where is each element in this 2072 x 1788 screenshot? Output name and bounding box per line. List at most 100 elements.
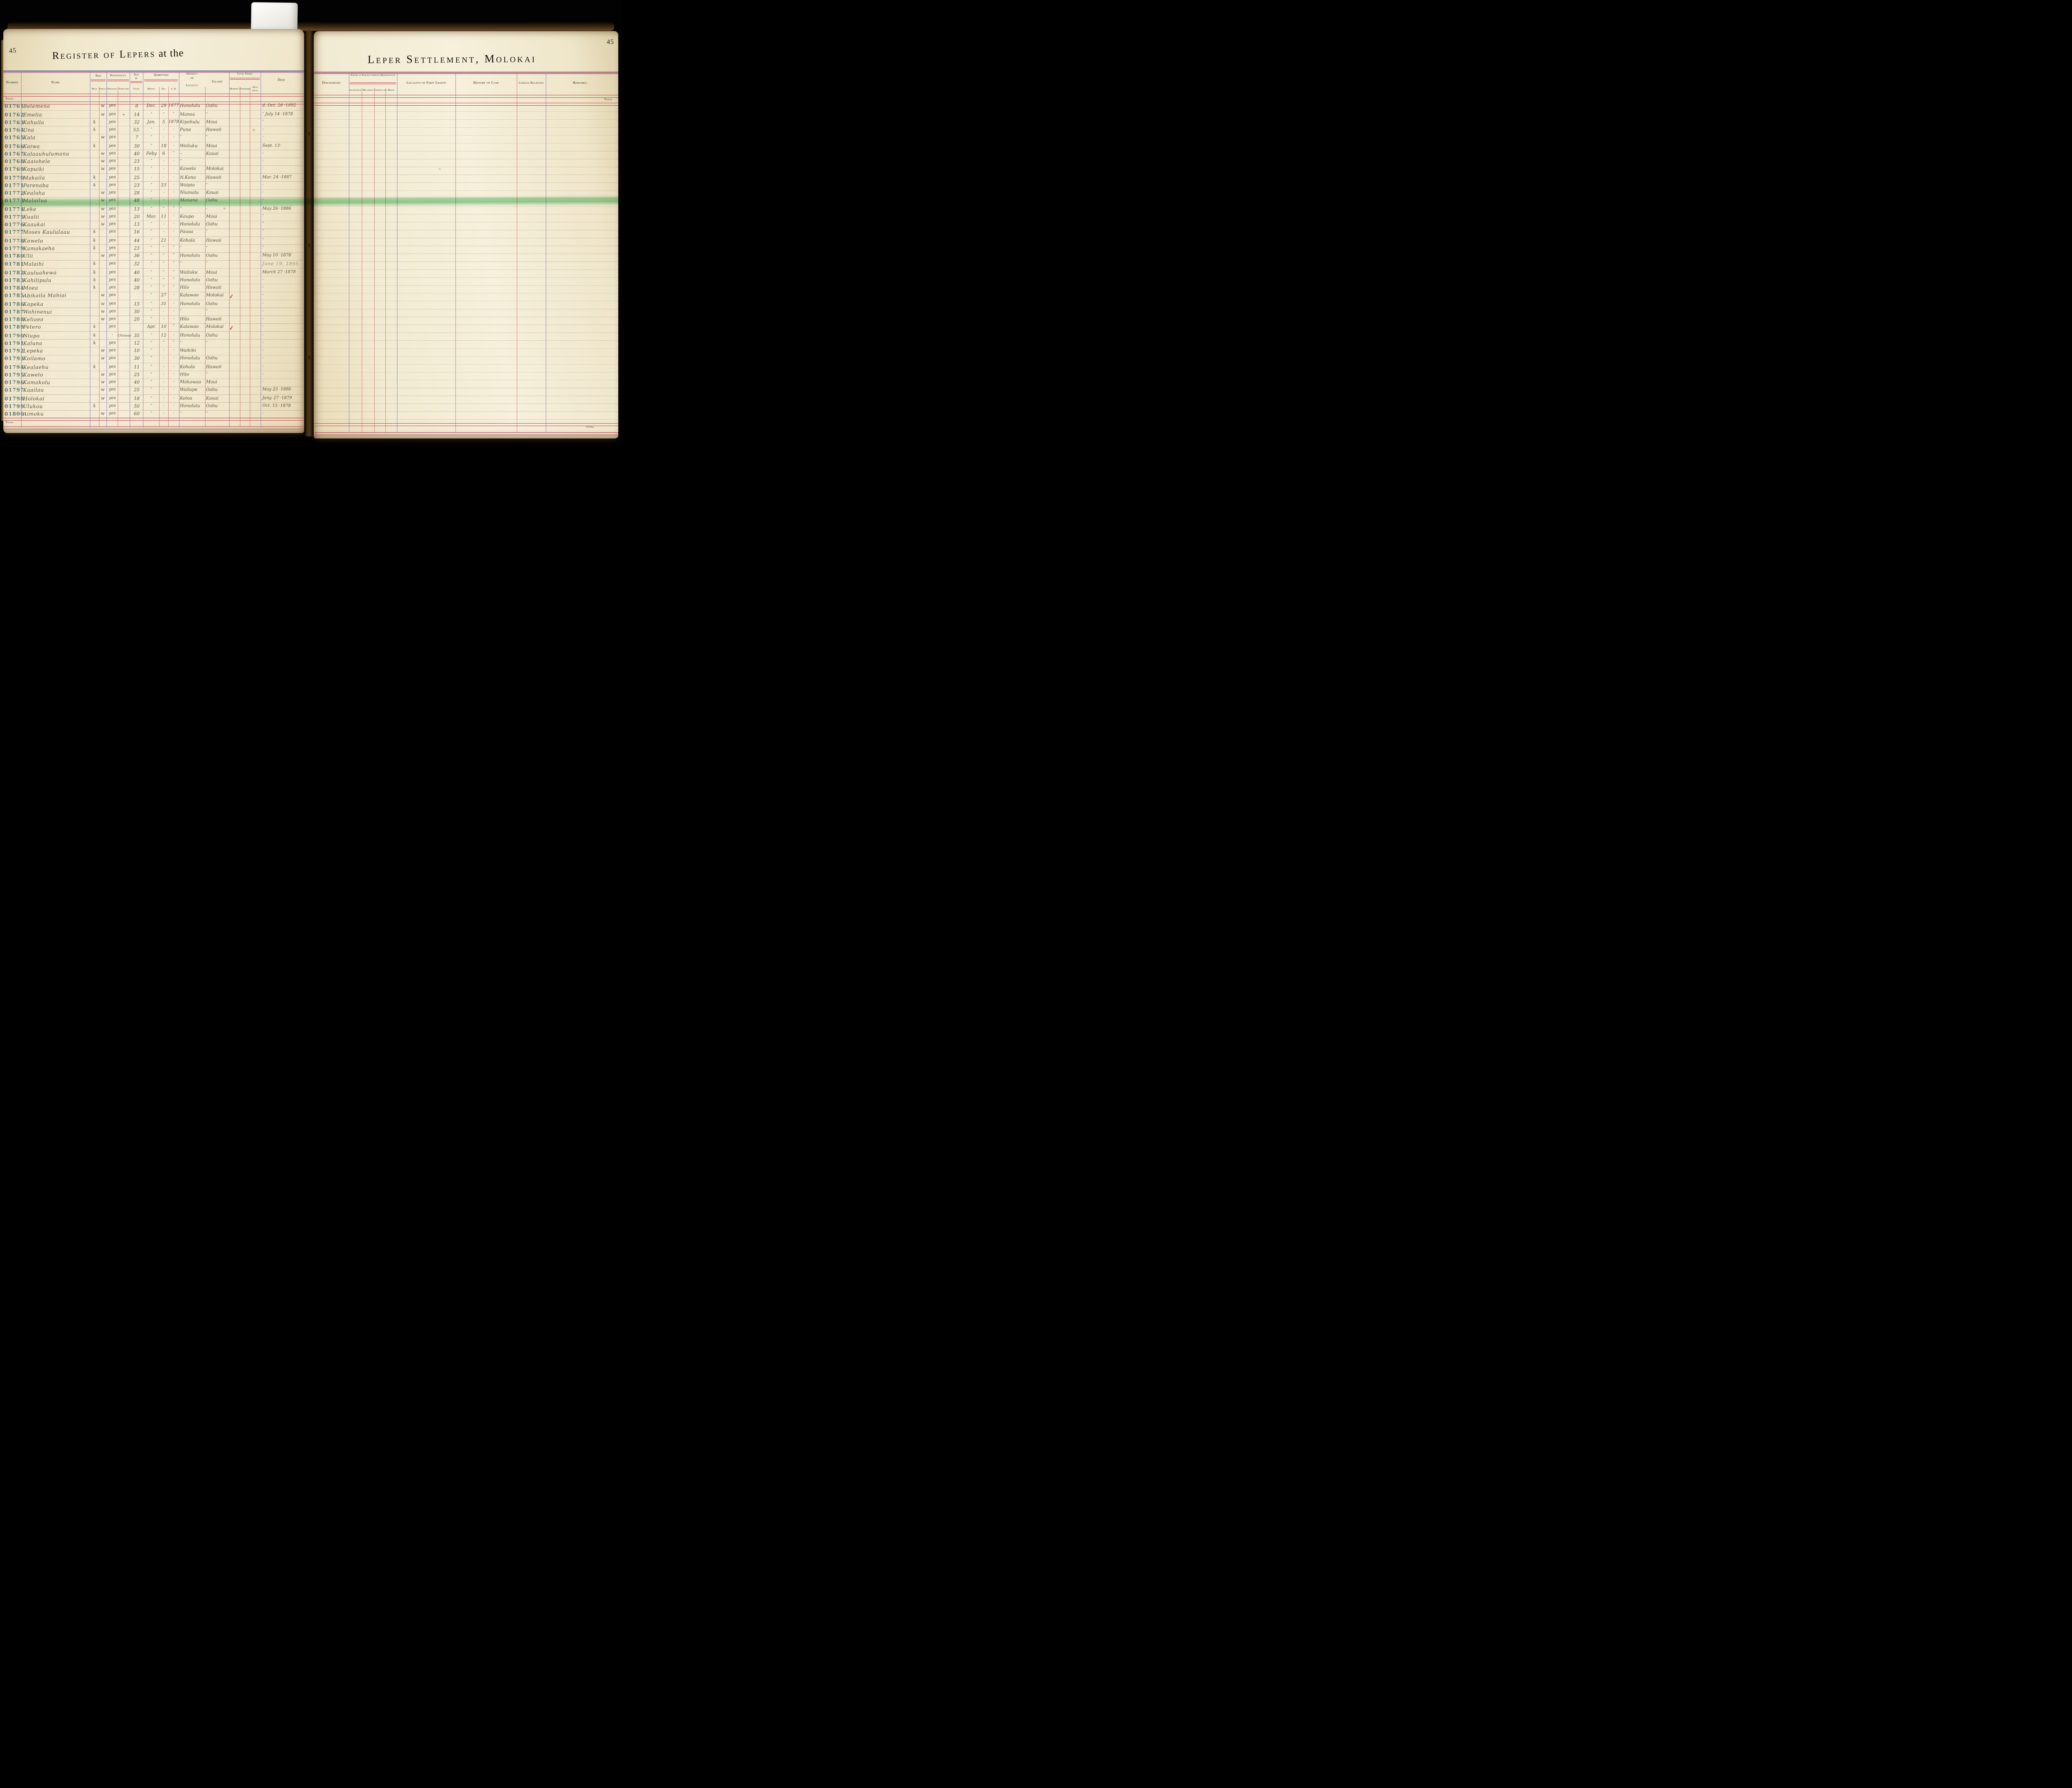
cell-hawaiian: yes xyxy=(109,387,116,392)
cell-month: ″ xyxy=(150,309,152,314)
cell-name: Ulii xyxy=(23,253,34,259)
cell-island: Molokai xyxy=(206,292,224,298)
cell-died: · xyxy=(262,316,264,321)
cell-died: · xyxy=(262,379,264,384)
cell-died: June 19, 1895 xyxy=(262,261,299,267)
cell-female: w xyxy=(101,253,105,259)
cell-locality: – xyxy=(179,151,182,156)
cell-year: · xyxy=(173,182,174,187)
cell-month: ″ xyxy=(150,387,152,392)
register-row: 01763 Kahuila k yes 32 Jan. 5 1878 Kipahulu Maui ″ xyxy=(3,119,304,126)
stitch xyxy=(308,244,310,247)
cell-name: Wahinenui xyxy=(23,308,52,315)
cell-name: Makaila xyxy=(23,174,45,181)
cell-name: Kaiwa xyxy=(23,143,40,150)
cell-year: · xyxy=(173,238,174,243)
cell-age: 40 xyxy=(134,277,140,283)
col-header-issue: Issue xyxy=(252,90,258,92)
cell-female: w xyxy=(101,134,105,140)
cell-year: ″ xyxy=(173,324,174,329)
cell-hawaiian: yes xyxy=(109,340,116,345)
row-ruling xyxy=(3,103,304,419)
cell-month: ″ xyxy=(150,111,152,117)
cell-day: ″ xyxy=(163,277,165,282)
cell-year: · xyxy=(173,166,174,171)
header-bottom-rule xyxy=(314,95,618,98)
cell-number: 01796 xyxy=(4,379,24,386)
col-header-nationality: Nationality xyxy=(110,74,126,77)
cell-locality: Honolulu xyxy=(180,277,200,282)
admitted-underline xyxy=(144,80,178,82)
cell-age: 35 xyxy=(133,332,140,339)
cell-number: 01782 xyxy=(4,269,24,276)
cell-day: · xyxy=(163,364,165,370)
cell-name: Kala xyxy=(23,134,36,141)
register-row: 01794 Kealaehu k yes 11 ″ · · Kohala Hawaii · xyxy=(3,363,304,371)
cell-died: · xyxy=(262,333,264,338)
cell-male: k xyxy=(93,175,96,180)
cell-age: 30 xyxy=(133,356,140,361)
cell-day: · xyxy=(163,158,165,164)
cell-island: Oahu xyxy=(206,277,218,282)
register-row: 01791 Kaluna k yes 12 ″ ″ ″ ″ ″ · xyxy=(3,340,304,348)
cell-hawaiian: yes xyxy=(109,269,116,274)
cell-island: Oahu xyxy=(206,332,218,338)
cell-locality: Honolulu xyxy=(179,332,200,338)
cell-died: ″ xyxy=(262,238,264,243)
cell-name: Ulukou xyxy=(23,403,43,409)
cell-day: ″ xyxy=(163,206,165,212)
cell-island: ″ xyxy=(206,246,208,251)
cell-hawaiian: yes xyxy=(109,127,116,132)
cell-died: · xyxy=(262,411,264,416)
cell-year: · xyxy=(173,134,174,139)
cell-male: k xyxy=(93,143,96,148)
register-row: 01775 Kualii w yes 20 Mar. 11 · Kaupo Maui ″ xyxy=(3,213,304,221)
right-page: 45 Leper Settlement, Molokai Discharged … xyxy=(314,31,618,439)
cell-died: · xyxy=(262,324,264,329)
cell-locality: ″ xyxy=(180,134,182,140)
cell-year: · xyxy=(173,403,174,408)
cell-locality: ″ xyxy=(179,246,182,251)
cell-hawaiian: yes xyxy=(109,309,116,314)
cell-number: 01776 xyxy=(4,221,24,228)
cell-female: w xyxy=(101,309,105,314)
cell-year: · xyxy=(173,372,174,377)
cell-age: 23 xyxy=(134,182,140,188)
cell-died: · xyxy=(262,277,264,282)
cell-day: 6 xyxy=(162,151,165,156)
col-header-mixed: Mixed xyxy=(388,89,395,92)
cell-name: Kaaukai xyxy=(23,221,46,228)
cell-name: Kealaehu xyxy=(23,364,49,371)
cell-age: 36 xyxy=(134,253,140,259)
cell-age: 32 xyxy=(133,261,140,267)
cell-died: · xyxy=(262,285,264,290)
cell-year: ″ xyxy=(173,261,174,266)
cell-month: Mar. xyxy=(146,214,157,219)
cell-number: 01788 xyxy=(4,316,24,322)
cell-female: w xyxy=(101,151,105,156)
cell-year: ″ xyxy=(173,277,174,282)
cell-month: ″ xyxy=(150,403,152,409)
cell-died: March 27 ·1878 xyxy=(262,269,296,274)
cell-male: k xyxy=(93,261,96,266)
cell-island: Oahu xyxy=(206,355,218,361)
cell-died: Mar. 24 ·1887 xyxy=(262,174,292,180)
cell-month: ″ xyxy=(150,301,152,306)
cell-year: · xyxy=(173,221,174,226)
cell-month: ″ xyxy=(150,206,152,212)
cell-died: ″ xyxy=(262,119,264,124)
cell-month: Dec. xyxy=(146,103,157,108)
cell-day: · xyxy=(163,175,165,180)
cell-year: · xyxy=(173,190,174,195)
cell-month: · xyxy=(150,175,152,180)
cell-day: 31 xyxy=(161,301,167,306)
cell-age: 13 xyxy=(133,221,140,228)
col-header-district2: or xyxy=(190,76,194,80)
bottom-rule-1 xyxy=(3,418,304,421)
cell-male: k xyxy=(93,285,96,290)
cell-name: Kapeka xyxy=(23,301,44,307)
cell-island: Hawaii xyxy=(206,316,222,322)
register-row: 01800 Aimoku w yes 60 ″ · · ″ ″ · xyxy=(3,411,304,419)
cell-age: 15 xyxy=(133,166,140,172)
cell-name: Kamakolu xyxy=(23,379,51,386)
